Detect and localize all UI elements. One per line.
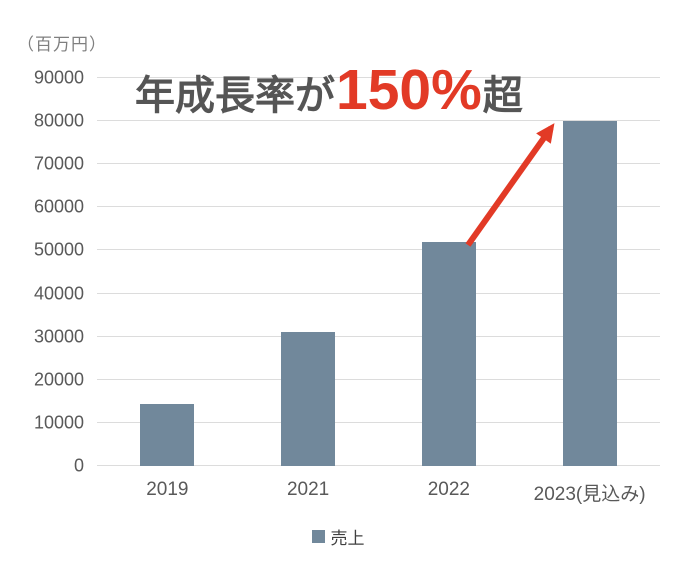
bar-slot: 2023(見込み) [519, 78, 660, 505]
annotation-prefix: 年成長率が [135, 74, 335, 118]
y-axis-tick-label: 0 [73, 455, 84, 476]
y-axis-tick-label: 10000 [33, 412, 84, 433]
y-axis-tick-label: 90000 [33, 67, 84, 88]
plot-area: 0 10000 20000 30000 40000 50000 60000 70000 8000… [34, 68, 660, 505]
y-axis-tick-label: 60000 [33, 196, 84, 217]
gridline [97, 421, 660, 423]
gridline [97, 163, 660, 165]
gridline [97, 335, 660, 337]
gridline [97, 77, 660, 78]
x-axis-line [97, 465, 660, 466]
y-axis-tick-label: 50000 [33, 239, 84, 260]
growth-annotation: 年成長率が 150% 超 [135, 62, 523, 120]
y-axis-tick-label: 20000 [33, 369, 84, 390]
bar-slot: 2019 [97, 78, 238, 500]
bar-2021 [281, 332, 336, 466]
gridline [97, 120, 660, 122]
y-axis-unit-label: （百万円） [17, 35, 107, 54]
x-axis-label: 2019 [146, 479, 189, 500]
gridline [97, 292, 660, 294]
annotation-suffix: 超 [482, 74, 523, 118]
bar-2019 [140, 403, 195, 466]
gridline [97, 378, 660, 380]
legend: 売上 [0, 524, 676, 549]
bar-slot: 2021 [238, 78, 379, 500]
x-axis-label: 2022 [427, 479, 471, 500]
y-axis-tick-label: 80000 [33, 110, 84, 131]
x-axis-label: 2021 [286, 479, 330, 500]
legend-swatch-icon [311, 530, 325, 543]
gridline [97, 249, 660, 251]
y-axis-tick-label: 70000 [33, 153, 84, 174]
gridline [97, 206, 660, 208]
y-axis-tick-label: 40000 [33, 283, 84, 304]
legend-label: 売上 [330, 529, 365, 548]
bars-row: 2019 2021 2022 2023(見込み) [97, 78, 660, 505]
y-axis-tick-label: 30000 [33, 326, 84, 347]
annotation-highlight: 150% [336, 58, 482, 122]
bar-2023(見込み) [562, 121, 617, 466]
bar-slot: 2022 [379, 78, 520, 500]
x-axis-label: 2023(見込み) [533, 484, 646, 505]
bar-2022 [421, 241, 476, 466]
